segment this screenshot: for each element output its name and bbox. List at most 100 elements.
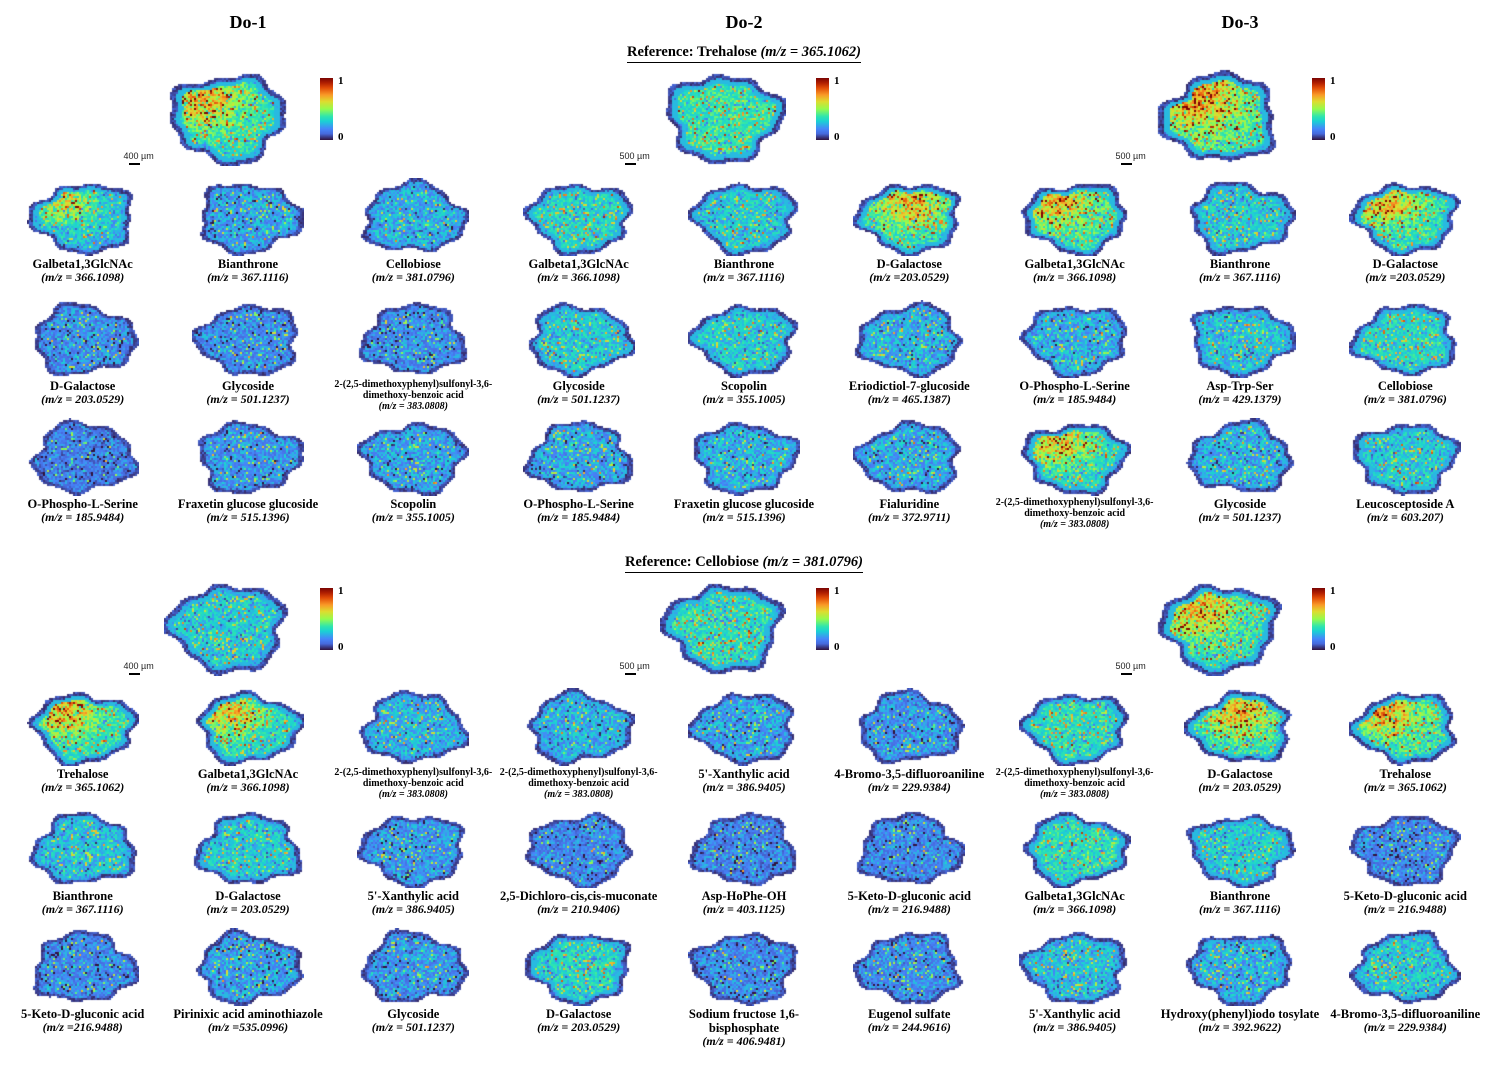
colorbar-max-label: 1 bbox=[1330, 585, 1336, 597]
compound-name: Trehalose bbox=[56, 767, 109, 781]
compound-name: Glycoside bbox=[1213, 497, 1266, 511]
scale-bar-label: 500 µm bbox=[1115, 661, 1146, 671]
ion-image-panel: D-Galactose (m/z =203.0529) bbox=[1323, 178, 1488, 300]
colorbar-gradient bbox=[1311, 78, 1325, 140]
compound-name: Bianthrone bbox=[217, 257, 279, 271]
compound-mz: (m/z = 244.9616) bbox=[867, 1020, 951, 1034]
tissue-image bbox=[687, 928, 800, 1006]
tissue-image bbox=[522, 928, 635, 1006]
tissue-image bbox=[357, 688, 470, 766]
compound-name: O-Phospho-L-Serine bbox=[523, 497, 634, 511]
colorbar-max-label: 1 bbox=[1330, 75, 1336, 87]
ion-image-row: O-Phospho-L-Serine (m/z = 185.9484) Fraxet… bbox=[0, 418, 1488, 554]
compound-name: Trehalose bbox=[1379, 767, 1432, 781]
ion-image-panel: 2-(2,5-dimethoxyphenyl)sulfonyl-3,6-dime… bbox=[496, 688, 661, 810]
colorbar-gradient bbox=[319, 588, 333, 650]
scale-bar: 500 µm bbox=[1116, 152, 1146, 165]
compound-mz: (m/z = 355.1005) bbox=[371, 510, 455, 524]
compound-mz: (m/z = 185.9484) bbox=[41, 510, 125, 524]
ion-image-row: Bianthrone (m/z = 367.1116) D-Galactose (m/… bbox=[0, 810, 1488, 928]
scale-bar-label: 500 µm bbox=[619, 661, 650, 671]
compound-mz: (m/z = 210.9406) bbox=[537, 902, 621, 916]
compound-name: 5'-Xanthylic acid bbox=[698, 767, 790, 781]
ion-image-panel: Sodium fructose 1,6-bisphosphate (m/z = 4… bbox=[661, 928, 826, 1064]
compound-name: Bianthrone bbox=[52, 889, 113, 903]
compound-mz: (m/z = 366.1098) bbox=[1033, 902, 1117, 916]
tissue-image bbox=[853, 418, 966, 496]
reference-title-text: Reference: Cellobiose (m/z = 381.0796) bbox=[625, 554, 863, 573]
colorbar-max-label: 1 bbox=[834, 75, 840, 87]
ion-image-panel: D-Galactose (m/z = 203.0529) bbox=[496, 928, 661, 1064]
compound-name: 5'-Xanthylic acid bbox=[1028, 1007, 1121, 1021]
compound-name: Fialuridine bbox=[879, 497, 940, 511]
compound-mz: (m/z = 372.9711) bbox=[868, 510, 951, 524]
compound-mz: (m/z = 203.0529) bbox=[1198, 780, 1282, 794]
compound-mz: (m/z = 501.1237) bbox=[371, 1020, 455, 1034]
tissue-image bbox=[1183, 928, 1296, 1006]
tissue-image bbox=[522, 688, 635, 766]
reference-title-prefix: Reference: Trehalose bbox=[627, 44, 757, 60]
compound-mz: (m/z = 501.1237) bbox=[206, 392, 290, 406]
tissue-image bbox=[1183, 810, 1296, 888]
reference-tissue-wrap: 500 µm bbox=[620, 578, 786, 681]
ion-image-panel: 5'-Xanthylic acid (m/z = 386.9405) bbox=[661, 688, 826, 810]
scale-bar-label: 400 µm bbox=[123, 151, 154, 161]
colorbar-gradient bbox=[815, 588, 829, 650]
compound-name: Bianthrone bbox=[1209, 257, 1271, 271]
tissue-image bbox=[853, 810, 966, 888]
reference-group: 500 µm 1 0 bbox=[1116, 68, 1336, 178]
compound-name: Galbeta1,3GlcNAc bbox=[1024, 889, 1125, 903]
tissue-image bbox=[357, 300, 470, 378]
compound-mz: (m/z = 203.0529) bbox=[537, 1020, 621, 1034]
compound-mz: (m/z = 392.9622) bbox=[1198, 1020, 1282, 1034]
compound-name: Scopolin bbox=[721, 379, 767, 393]
reference-ion-image bbox=[163, 578, 290, 676]
compound-mz: (m/z = 366.1098) bbox=[41, 270, 125, 284]
colorbar-max-label: 1 bbox=[338, 585, 344, 597]
tissue-image bbox=[853, 688, 966, 766]
tissue-image bbox=[522, 178, 635, 256]
compound-mz: (m/z =535.0996) bbox=[207, 1020, 289, 1034]
compound-mz: (m/z = 185.9484) bbox=[537, 510, 621, 524]
tissue-image bbox=[1183, 300, 1296, 378]
ion-image-panel: Scopolin (m/z = 355.1005) bbox=[331, 418, 496, 554]
colorbar-min-label: 0 bbox=[834, 131, 840, 143]
compound-mz: (m/z = 465.1387) bbox=[867, 392, 951, 406]
tissue-image bbox=[191, 300, 304, 378]
tissue-image bbox=[1183, 688, 1296, 766]
tissue-image bbox=[1018, 928, 1131, 1006]
tissue-image bbox=[853, 928, 966, 1006]
compound-mz: (m/z = 383.0808) bbox=[1039, 519, 1110, 531]
reference-group: 500 µm 1 0 bbox=[1116, 578, 1336, 688]
compound-mz: (m/z = 501.1237) bbox=[537, 392, 621, 406]
compound-name: D-Galactose bbox=[1372, 257, 1438, 271]
colorbar-max-label: 1 bbox=[834, 585, 840, 597]
ion-image-panel: Galbeta1,3GlcNAc (m/z = 366.1098) bbox=[496, 178, 661, 300]
compound-name: Glycoside bbox=[552, 379, 605, 393]
ion-image-panel: 2,5-Dichloro-cis,cis-muconate (m/z = 210.… bbox=[496, 810, 661, 928]
scale-bar: 500 µm bbox=[620, 662, 650, 675]
ion-image-panel: O-Phospho-L-Serine (m/z = 185.9484) bbox=[496, 418, 661, 554]
compound-name: O-Phospho-L-Serine bbox=[27, 497, 138, 511]
compound-name: D-Galactose bbox=[215, 889, 281, 903]
reference-title-text: Reference: Trehalose (m/z = 365.1062) bbox=[627, 44, 861, 63]
scale-bar: 500 µm bbox=[1116, 662, 1146, 675]
tissue-image bbox=[191, 928, 304, 1006]
tissue-image bbox=[1018, 688, 1131, 766]
compound-mz: (m/z = 501.1237) bbox=[1198, 510, 1282, 524]
compound-mz: (m/z = 406.9481) bbox=[702, 1034, 786, 1048]
colorbar-min-label: 0 bbox=[338, 131, 344, 143]
ion-image-panel: 2-(2,5-dimethoxyphenyl)sulfonyl-3,6-dime… bbox=[992, 418, 1157, 554]
compound-name: 2-(2,5-dimethoxyphenyl)sulfonyl-3,6-dime… bbox=[995, 767, 1154, 790]
compound-mz: (m/z =203.0529) bbox=[1365, 270, 1446, 284]
compound-name: 5'-Xanthylic acid bbox=[367, 889, 459, 903]
compound-name: Bianthrone bbox=[713, 257, 775, 271]
compound-name: Cellobiose bbox=[1377, 379, 1433, 393]
compound-name: 2-(2,5-dimethoxyphenyl)sulfonyl-3,6-dime… bbox=[995, 497, 1154, 520]
ion-image-panel: Galbeta1,3GlcNAc (m/z = 366.1098) bbox=[992, 178, 1157, 300]
reference-title-prefix: Reference: Cellobiose bbox=[625, 554, 759, 570]
tissue-image bbox=[191, 688, 304, 766]
colorbar-gradient bbox=[815, 78, 829, 140]
